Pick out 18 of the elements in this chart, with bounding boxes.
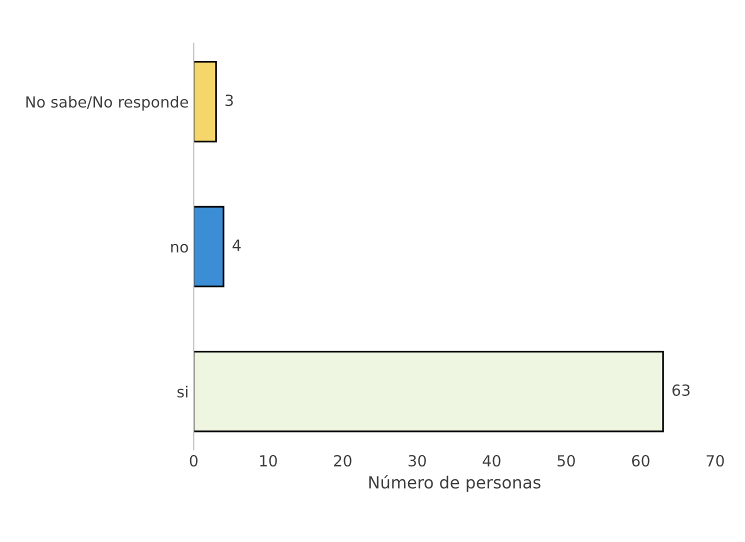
x-tick-label: 70 (706, 454, 724, 467)
x-tick-label: 10 (260, 454, 277, 467)
x-tick-label: 50 (558, 454, 575, 467)
bar (194, 206, 224, 288)
y-tick-label: no (171, 244, 188, 253)
data-label: 63 (672, 384, 690, 396)
y-tick-label: No sabe/No responde (26, 96, 188, 111)
x-tick-label: 40 (482, 454, 500, 467)
x-axis-title: Número de personas (369, 475, 540, 492)
x-tick-label: 0 (190, 454, 198, 467)
x-tick-label: 30 (408, 454, 426, 467)
data-label: 4 (232, 240, 241, 251)
bar (194, 61, 217, 142)
x-tick-label: 20 (334, 454, 352, 467)
x-tick-label: 60 (632, 454, 650, 467)
y-tick-label: si (177, 386, 188, 398)
bar (194, 350, 664, 432)
data-label: 3 (226, 94, 233, 106)
